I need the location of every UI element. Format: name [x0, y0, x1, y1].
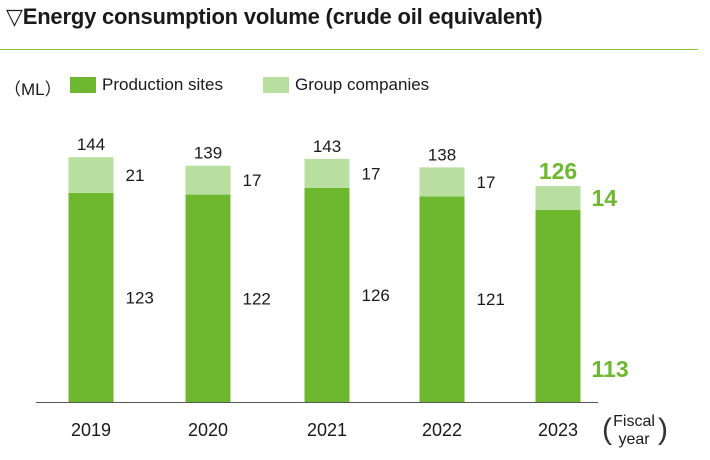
fiscal-label-line2: year: [618, 431, 650, 448]
total-label-2020: 139: [194, 144, 222, 163]
title-divider: [0, 49, 698, 50]
production-value-label-2021: 126: [362, 286, 390, 305]
fiscal-close-paren: ): [658, 413, 668, 446]
legend-label-group: Group companies: [295, 75, 430, 94]
chart-title: ▽Energy consumption volume (crude oil eq…: [6, 4, 543, 29]
bar-group-2023: [535, 186, 581, 210]
category-label-2019: 2019: [71, 420, 111, 440]
fiscal-year-label: ( Fiscal year ): [602, 410, 668, 454]
category-label-2023: 2023: [538, 420, 578, 440]
group-value-label-2022: 17: [477, 173, 496, 192]
group-value-label-2020: 17: [243, 171, 262, 190]
category-label-2022: 2022: [422, 420, 462, 440]
production-value-label-2019: 123: [126, 288, 154, 307]
category-label-2021: 2021: [307, 420, 347, 440]
bar-group-2022: [419, 167, 465, 197]
legend-production: Production sites: [70, 75, 223, 95]
total-label-2023: 126: [539, 158, 577, 184]
bar-production-2020: [185, 194, 231, 402]
legend-group: Group companies: [263, 75, 429, 95]
production-value-label-2020: 122: [243, 289, 271, 308]
group-value-label-2021: 17: [362, 164, 381, 183]
group-value-label-2023: 14: [592, 185, 618, 211]
fiscal-open-paren: (: [602, 413, 612, 446]
total-label-2021: 143: [313, 137, 341, 156]
bar-group-2021: [304, 158, 350, 188]
total-label-2022: 138: [428, 145, 456, 164]
fiscal-label-line1: Fiscal: [613, 413, 655, 430]
production-value-label-2023: 113: [592, 356, 629, 382]
legend-swatch-group: [263, 77, 289, 93]
unit-label: （ML）: [4, 80, 62, 99]
production-value-label-2022: 121: [477, 290, 505, 309]
bar-group-2020: [185, 165, 231, 195]
bar-production-2023: [535, 209, 581, 402]
total-label-2019: 144: [77, 135, 105, 154]
bar-production-2019: [68, 192, 114, 402]
bar-production-2022: [419, 196, 465, 402]
legend-swatch-production: [70, 77, 96, 93]
group-value-label-2019: 21: [126, 166, 145, 185]
category-label-2020: 2020: [188, 420, 228, 440]
bar-production-2021: [304, 187, 350, 402]
bar-group-2019: [68, 157, 114, 193]
legend-label-production: Production sites: [102, 75, 223, 94]
